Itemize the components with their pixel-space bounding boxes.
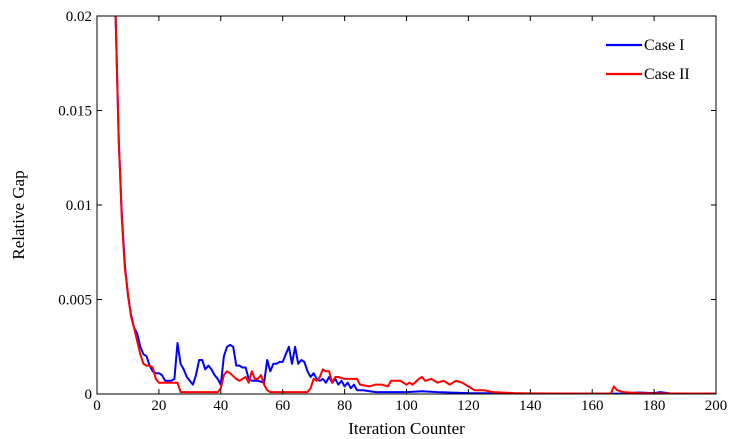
x-tick-label: 20 [151,398,166,414]
x-tick-label: 140 [519,398,542,414]
x-tick-label: 160 [581,398,604,414]
x-tick-label: 40 [213,398,228,414]
x-axis-ticks: 0 20 40 60 80 100 120 140 160 180 200 [93,16,727,414]
y-tick-label: 0.01 [66,198,92,214]
x-tick-label: 80 [337,398,352,414]
x-tick-label: 180 [643,398,666,414]
series-lines [114,16,716,394]
legend-label-case-i: Case I [644,37,684,54]
y-tick-label: 0.015 [58,104,92,120]
y-tick-label: 0.005 [58,293,92,309]
x-tick-label: 200 [705,398,728,414]
x-tick-label: 100 [395,398,418,414]
y-tick-label: 0 [85,387,93,403]
y-tick-label: 0.02 [66,9,92,25]
x-tick-label: 60 [275,398,290,414]
x-tick-label: 120 [457,398,480,414]
legend: Case I Case II [606,37,690,83]
series-line-case-ii [114,16,716,394]
x-axis-label: Iteration Counter [348,419,465,438]
y-axis-label: Relative Gap [9,170,28,259]
x-tick-label: 0 [93,398,101,414]
legend-label-case-ii: Case II [644,66,690,83]
y-axis-ticks: 0 0.005 0.01 0.015 0.02 [58,9,716,403]
